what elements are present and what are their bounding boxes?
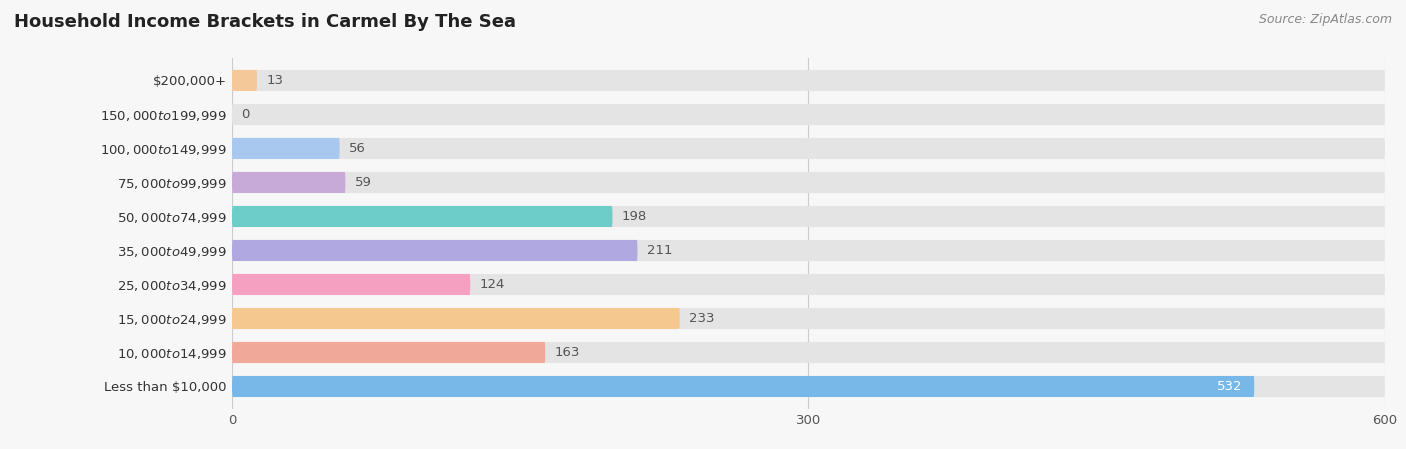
FancyBboxPatch shape — [232, 342, 1385, 363]
FancyBboxPatch shape — [232, 376, 1385, 397]
FancyBboxPatch shape — [232, 274, 1385, 295]
Text: 59: 59 — [354, 176, 371, 189]
Text: 56: 56 — [349, 142, 366, 155]
Text: 124: 124 — [479, 278, 505, 291]
Text: 0: 0 — [242, 108, 250, 121]
FancyBboxPatch shape — [232, 308, 679, 329]
Text: 211: 211 — [647, 244, 672, 257]
FancyBboxPatch shape — [232, 138, 340, 159]
FancyBboxPatch shape — [232, 376, 1254, 397]
FancyBboxPatch shape — [232, 240, 1385, 261]
FancyBboxPatch shape — [232, 172, 1385, 193]
FancyBboxPatch shape — [232, 342, 546, 363]
Text: 233: 233 — [689, 312, 714, 325]
FancyBboxPatch shape — [232, 274, 470, 295]
Text: Household Income Brackets in Carmel By The Sea: Household Income Brackets in Carmel By T… — [14, 13, 516, 31]
FancyBboxPatch shape — [232, 138, 1385, 159]
FancyBboxPatch shape — [232, 104, 1385, 125]
FancyBboxPatch shape — [232, 206, 613, 227]
Text: 13: 13 — [267, 74, 284, 87]
FancyBboxPatch shape — [232, 70, 1385, 91]
FancyBboxPatch shape — [232, 308, 1385, 329]
Text: Source: ZipAtlas.com: Source: ZipAtlas.com — [1258, 13, 1392, 26]
FancyBboxPatch shape — [232, 70, 257, 91]
Text: 163: 163 — [555, 346, 581, 359]
FancyBboxPatch shape — [232, 240, 637, 261]
FancyBboxPatch shape — [232, 206, 1385, 227]
Text: 198: 198 — [621, 210, 647, 223]
FancyBboxPatch shape — [232, 172, 346, 193]
Text: 532: 532 — [1218, 380, 1243, 393]
